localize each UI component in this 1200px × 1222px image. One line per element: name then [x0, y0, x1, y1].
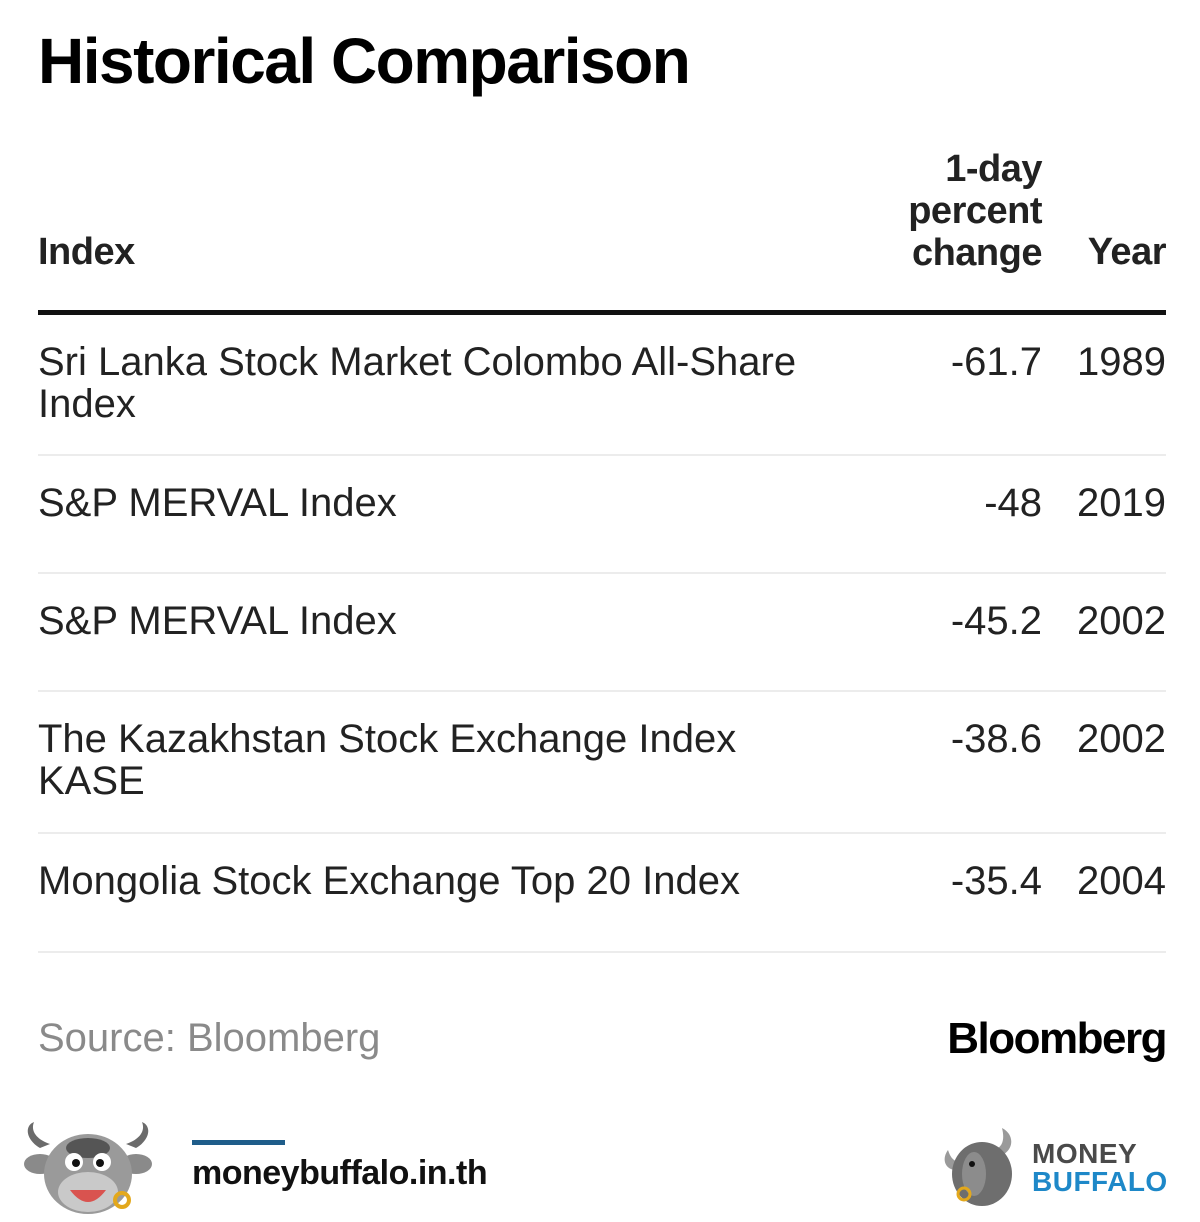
chart-title: Historical Comparison	[38, 25, 691, 97]
row-index-name: The Kazakhstan Stock Exchange Index KASE	[38, 717, 737, 803]
row-percent-change: -35.4	[950, 859, 1042, 903]
source-note: Source: Bloomberg	[38, 1016, 381, 1060]
row-index-name: Mongolia Stock Exchange Top 20 Index	[38, 859, 740, 903]
table-row: Mongolia Stock Exchange Top 20 Index -35…	[38, 834, 1166, 953]
table-row: Sri Lanka Stock Market Colombo All-Share…	[38, 315, 1166, 456]
row-percent-change: -48	[984, 481, 1042, 525]
wordmark-buffalo: BUFFALO	[1032, 1166, 1168, 1197]
column-header-change-line-3: change	[911, 232, 1043, 274]
row-percent-change: -45.2	[950, 599, 1042, 643]
table-row: S&P MERVAL Index -45.2 2002	[38, 574, 1166, 692]
comparison-table: Index 1-day percent change Year Sri Lank…	[38, 140, 1167, 953]
column-header-change: 1-day percent change	[842, 148, 1042, 274]
buffalo-mascot-icon	[24, 1122, 152, 1214]
row-index-name: S&P MERVAL Index	[38, 481, 397, 525]
column-header-change-line-1: 1-day	[945, 148, 1042, 190]
row-year: 2019	[1077, 481, 1166, 525]
column-header-year: Year	[1087, 231, 1167, 273]
table-header: Index 1-day percent change Year	[38, 140, 1167, 315]
footer-website: moneybuffalo.in.th	[192, 1154, 488, 1192]
row-percent-change: -38.6	[950, 717, 1042, 761]
money-buffalo-logo-icon	[944, 1128, 1012, 1206]
row-year: 1989	[1077, 340, 1166, 384]
footer-accent-line	[192, 1140, 285, 1145]
bloomberg-logo: Bloomberg	[947, 1014, 1167, 1063]
wordmark-money: MONEY	[1032, 1138, 1138, 1169]
row-percent-change: -61.7	[950, 340, 1042, 384]
row-year: 2002	[1077, 599, 1166, 643]
table-row: S&P MERVAL Index -48 2019	[38, 456, 1166, 574]
row-index-name: Sri Lanka Stock Market Colombo All-Share…	[38, 340, 797, 426]
column-header-index: Index	[38, 231, 135, 273]
row-year: 2004	[1077, 859, 1166, 903]
column-header-change-line-2: percent	[908, 190, 1042, 232]
money-buffalo-wordmark: MONEY BUFFALO	[1032, 1140, 1168, 1196]
table-row: The Kazakhstan Stock Exchange Index KASE…	[38, 692, 1166, 834]
row-index-name: S&P MERVAL Index	[38, 599, 397, 643]
row-year: 2002	[1077, 717, 1166, 761]
